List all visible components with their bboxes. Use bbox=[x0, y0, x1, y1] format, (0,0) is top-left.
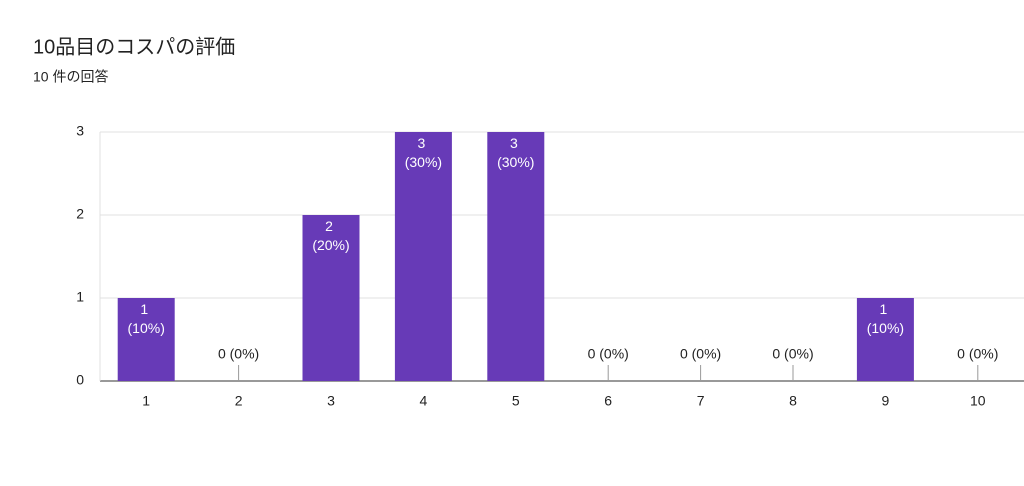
value-label-line: 3 bbox=[418, 135, 430, 151]
x-tick-label: 3 bbox=[327, 393, 335, 409]
value-label-line: (30%) bbox=[497, 154, 534, 170]
value-label: 1 (10%) bbox=[867, 301, 904, 336]
bar bbox=[394, 132, 452, 381]
x-tick-label: 2 bbox=[235, 393, 243, 409]
x-tick-label: 4 bbox=[420, 393, 428, 409]
y-tick-label: 0 bbox=[76, 372, 84, 388]
bar bbox=[487, 132, 545, 381]
x-tick-label: 6 bbox=[604, 393, 612, 409]
value-label-line: 2 bbox=[325, 218, 337, 234]
x-tick-label: 7 bbox=[697, 393, 705, 409]
value-label-line: 1 bbox=[880, 301, 892, 317]
value-label-line: 3 bbox=[510, 135, 522, 151]
x-tick-label: 8 bbox=[789, 393, 797, 409]
bar bbox=[117, 298, 175, 381]
value-label: 3 (30%) bbox=[405, 135, 442, 170]
value-label: 3 (30%) bbox=[497, 135, 534, 170]
value-label-line: (30%) bbox=[405, 154, 442, 170]
y-tick-label: 3 bbox=[76, 123, 84, 139]
y-tick-label: 2 bbox=[76, 206, 84, 222]
value-label-line: (10%) bbox=[128, 320, 165, 336]
value-label-line: (20%) bbox=[312, 237, 349, 253]
value-label: 0 (0%) bbox=[680, 346, 721, 362]
bar bbox=[302, 215, 360, 381]
value-label-line: 1 bbox=[140, 301, 152, 317]
value-label: 0 (0%) bbox=[218, 346, 259, 362]
value-label: 0 (0%) bbox=[772, 346, 813, 362]
chart-title: 10品目のコスパの評価 bbox=[33, 35, 235, 58]
x-tick-label: 9 bbox=[882, 393, 890, 409]
x-tick-label: 5 bbox=[512, 393, 520, 409]
value-label: 1 (10%) bbox=[128, 301, 165, 336]
x-tick-label: 1 bbox=[142, 393, 150, 409]
x-tick-label: 10 bbox=[970, 393, 986, 409]
value-label-line: (10%) bbox=[867, 320, 904, 336]
value-label: 0 (0%) bbox=[588, 346, 629, 362]
value-label: 2 (20%) bbox=[312, 218, 349, 253]
chart-subtitle: 10 件の回答 bbox=[33, 69, 108, 85]
bar bbox=[856, 298, 914, 381]
value-label: 0 (0%) bbox=[957, 346, 998, 362]
y-tick-label: 1 bbox=[76, 289, 84, 305]
